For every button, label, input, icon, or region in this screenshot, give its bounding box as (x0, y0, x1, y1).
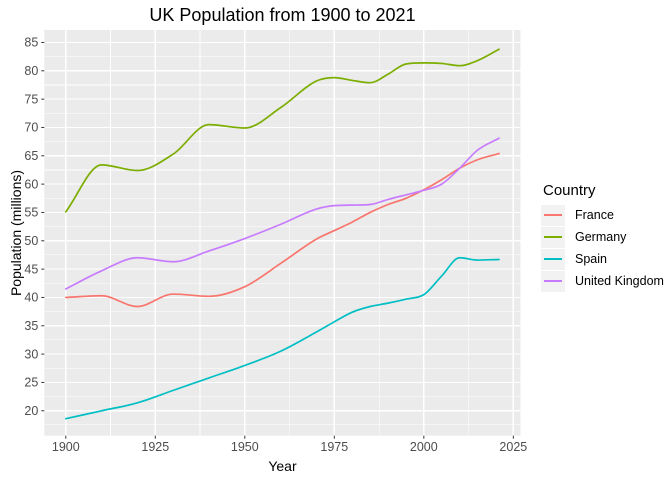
legend-items: France Germany Spain United Kingdom (541, 204, 664, 292)
y-tick-label: 55 (24, 206, 38, 220)
y-tick-label: 60 (24, 177, 38, 191)
x-tick-label: 2025 (499, 440, 527, 454)
legend-item-germany: Germany (541, 226, 664, 248)
y-tick-label: 80 (24, 64, 38, 78)
y-axis-title: Population (millions) (8, 169, 24, 297)
y-tick-label: 50 (24, 234, 38, 248)
line-germany (64, 48, 500, 213)
legend-label: Germany (575, 230, 627, 244)
y-tick-label: 25 (24, 376, 38, 390)
y-tick-label: 35 (24, 319, 38, 333)
y-tick-label: 40 (24, 291, 38, 305)
y-tick-label: 85 (24, 36, 38, 50)
line-spain (64, 256, 500, 420)
legend-key-line-icon (544, 280, 562, 282)
y-tick-label: 75 (24, 92, 38, 106)
legend-key-germany (541, 226, 565, 248)
y-tick-label: 45 (24, 262, 38, 276)
y-tick-label: 30 (24, 347, 38, 361)
legend-key-spain (541, 248, 565, 270)
legend-label: Spain (575, 252, 607, 266)
plot-panel (44, 30, 521, 436)
legend-key-france (541, 204, 565, 226)
legend-key-line-icon (544, 258, 562, 260)
chart-title: UK Population from 1900 to 2021 (149, 5, 416, 25)
x-axis-title: Year (268, 458, 297, 474)
legend-title: Country (543, 182, 596, 199)
x-tick-label: 1925 (141, 440, 169, 454)
x-tick-label: 1950 (231, 440, 259, 454)
line-united-kingdom (64, 137, 500, 290)
x-tick-label: 1900 (52, 440, 80, 454)
y-tick-label: 20 (24, 404, 38, 418)
legend-item-spain: Spain (541, 248, 664, 270)
y-tick-label: 65 (24, 149, 38, 163)
legend: Country France Germany Spain United Kingdom (541, 182, 664, 292)
x-tick-label: 2000 (410, 440, 438, 454)
legend-item-united-kingdom: United Kingdom (541, 270, 664, 292)
y-tick-label: 70 (24, 121, 38, 135)
legend-key-united-kingdom (541, 270, 565, 292)
legend-key-line-icon (544, 236, 562, 238)
legend-item-france: France (541, 204, 664, 226)
x-tick-label: 1975 (320, 440, 348, 454)
legend-key-line-icon (544, 214, 562, 216)
line-france (64, 152, 500, 308)
legend-label: United Kingdom (575, 274, 664, 288)
legend-label: France (575, 208, 614, 222)
